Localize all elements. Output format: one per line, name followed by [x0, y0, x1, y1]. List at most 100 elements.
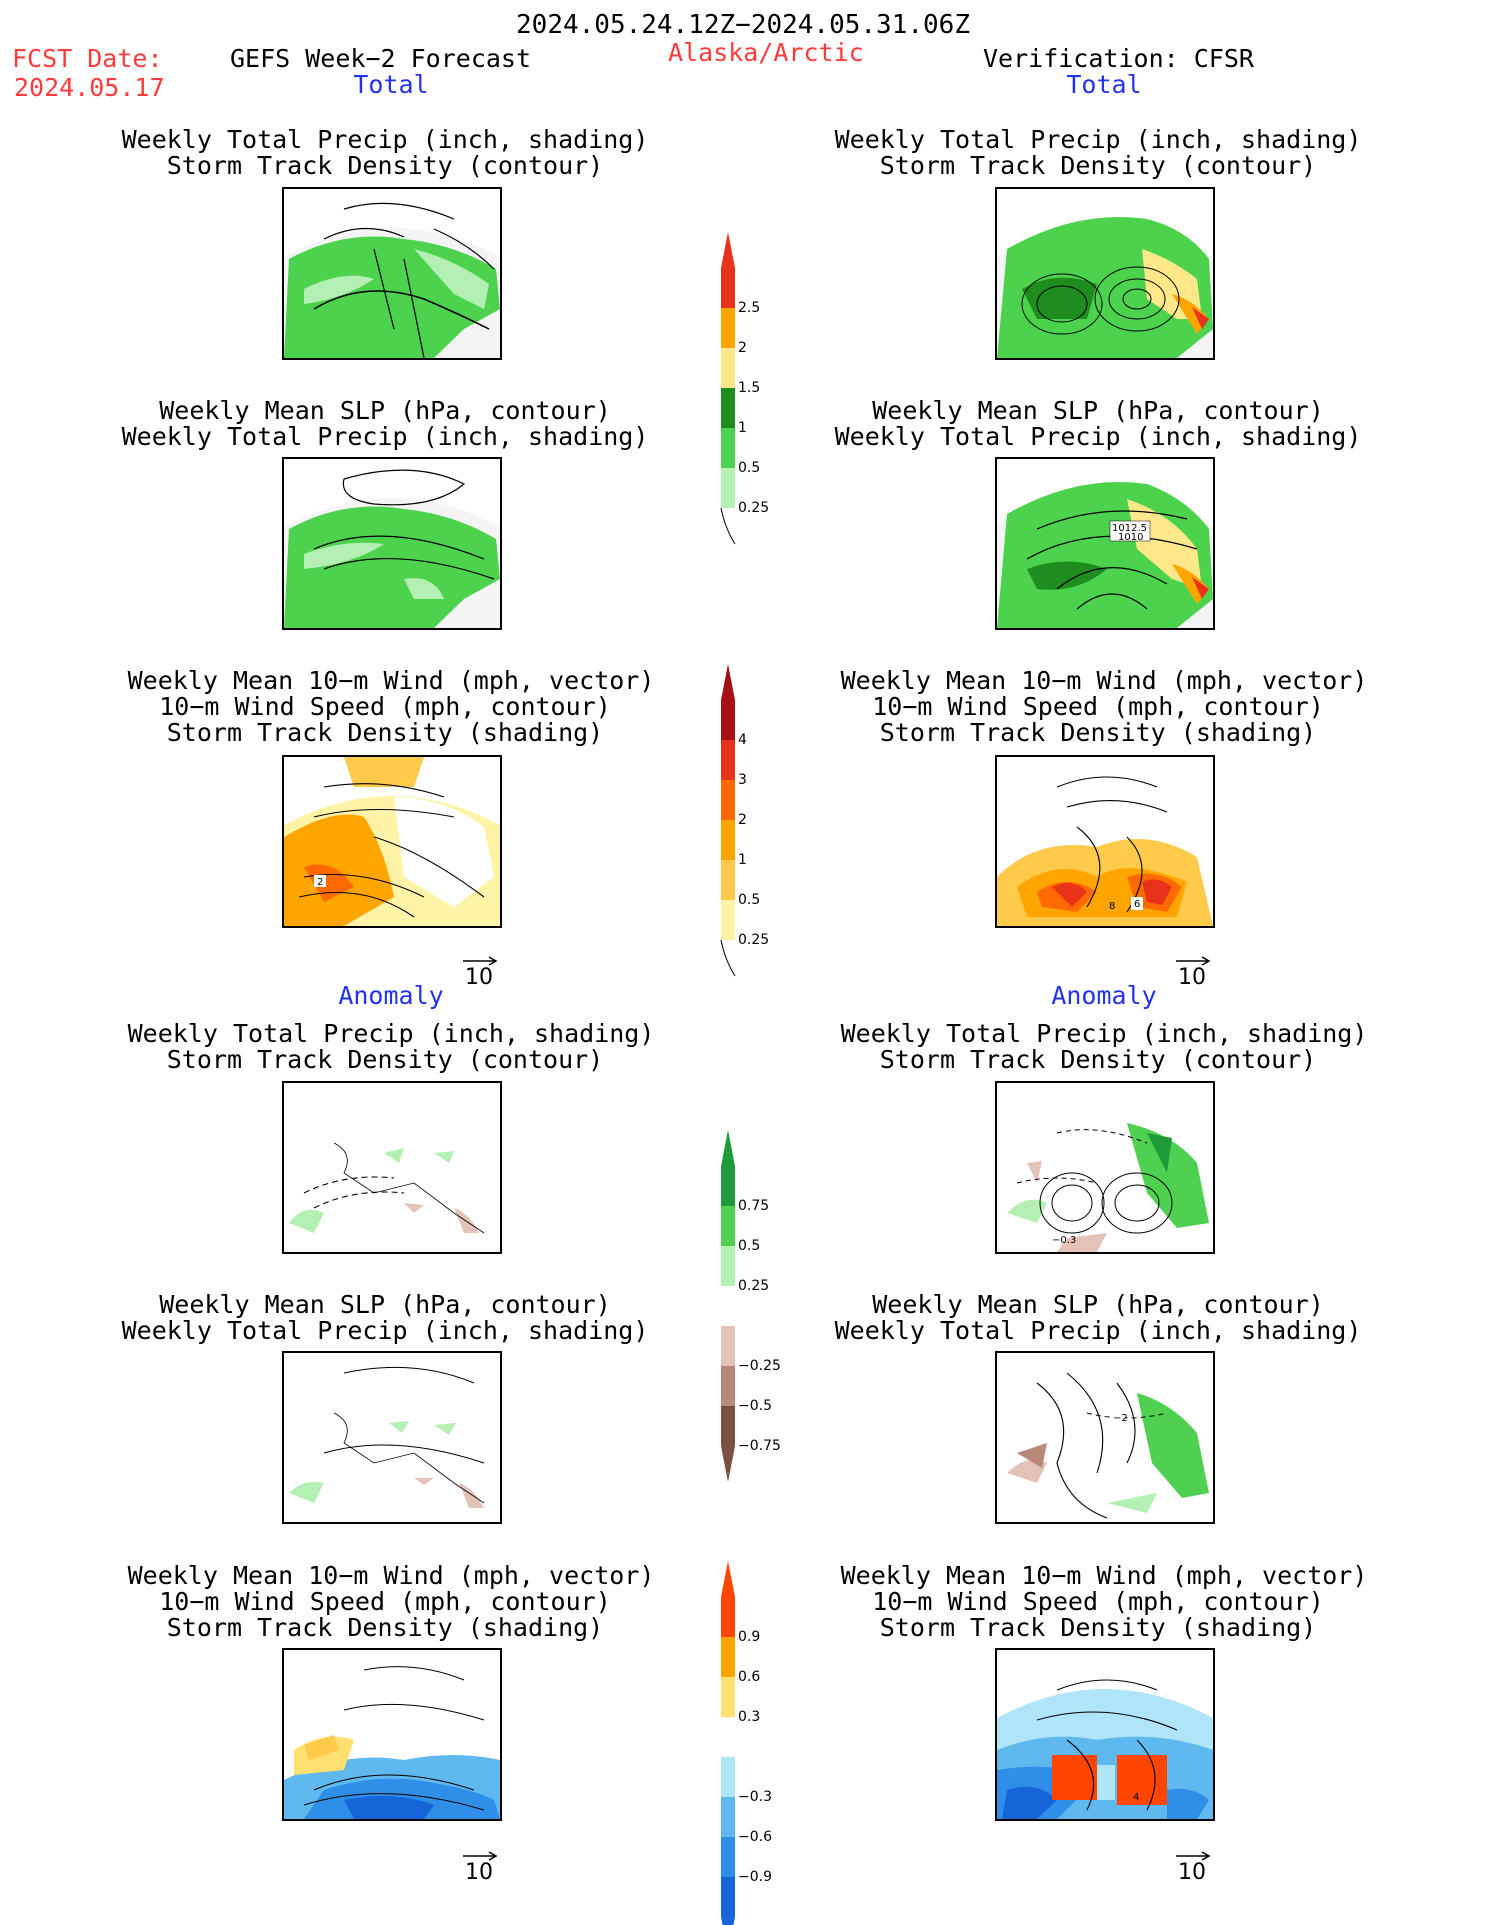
colorbar-segment [721, 468, 735, 508]
section-total-right: Total [1066, 70, 1142, 99]
verification-title: Verification: CFSR [983, 44, 1254, 73]
title-precip-storm-anom-fc-l2: Storm Track Density (contour) [166, 1045, 604, 1074]
map-slp-precip-anomaly-observed: −2 [995, 1351, 1215, 1524]
colorbar-segment [721, 1166, 735, 1206]
vector-ref-label: 10 [465, 1860, 493, 1885]
title-slp-precip-total-obs-l1: Weekly Mean SLP (hPa, contour) [872, 396, 1324, 425]
section-total-left: Total [353, 70, 429, 99]
section-anomaly-right: Anomaly [1051, 981, 1157, 1010]
colorbar-segment [721, 700, 735, 740]
colorbar-segment [721, 1677, 735, 1717]
colorbar-tick-label: 0.25 [738, 932, 770, 948]
colorbar-top-cap [721, 1561, 735, 1597]
title-wind-storm-total-fc-l2: 10−m Wind Speed (mph, contour) [159, 692, 611, 721]
forecast-model-title: GEFS Week−2 Forecast [230, 44, 532, 73]
colorbar-segment [721, 1597, 735, 1637]
title-wind-storm-total-obs-l2: 10−m Wind Speed (mph, contour) [872, 692, 1324, 721]
colorbar-tick-label: 2 [738, 812, 747, 828]
colorbar-segment [721, 780, 735, 820]
colorbar-segment [721, 1246, 735, 1286]
colorbar-segment [721, 1286, 735, 1326]
map-precip-storm-anomaly-forecast [282, 1081, 502, 1254]
map-slp-precip-total-forecast [282, 457, 502, 630]
wind-obs-anom-label: 4 [1133, 1792, 1139, 1803]
colorbar-tick-label: −0.6 [738, 1829, 772, 1845]
title-precip-storm-total-fc-l2: Storm Track Density (contour) [166, 151, 604, 180]
colorbar-segment [721, 1877, 735, 1917]
colorbar-segment [721, 900, 735, 940]
colorbar-segment [721, 348, 735, 388]
arrow-right-icon [463, 1851, 498, 1861]
colorbar-segment [721, 1206, 735, 1246]
colorbar-bottom-tail [720, 507, 736, 545]
colorbar-segment [721, 1406, 735, 1446]
title-wind-storm-anom-fc-l3: Storm Track Density (shading) [166, 1613, 604, 1642]
colorbar-segment [721, 860, 735, 900]
wind-obs-total-label-6: 6 [1134, 899, 1140, 910]
title-slp-precip-total-fc-l1: Weekly Mean SLP (hPa, contour) [159, 396, 611, 425]
colorbar-segment [721, 388, 735, 428]
colorbar-bottom-cap [721, 1917, 735, 1925]
vector-ref-label: 10 [1178, 1860, 1206, 1885]
fcst-date-value: 2024.05.17 [14, 73, 165, 102]
colorbar-tick-label: 1 [738, 420, 747, 436]
vector-ref-total-right: 10 [1176, 955, 1216, 995]
colorbar-bottom-cap [721, 1446, 735, 1482]
colorbar-tick-label: 4 [738, 732, 747, 748]
colorbar-tick-label: 0.5 [738, 1238, 761, 1254]
arrow-right-icon [463, 956, 498, 966]
colorbar-tick-label: 0.25 [738, 500, 770, 516]
title-precip-storm-anom-fc-l1: Weekly Total Precip (inch, shading) [127, 1019, 655, 1048]
colorbar-tick-label: 2 [738, 340, 747, 356]
title-slp-precip-total-fc-l2: Weekly Total Precip (inch, shading) [121, 422, 649, 451]
title-wind-storm-anom-obs-l2: 10−m Wind Speed (mph, contour) [872, 1587, 1324, 1616]
title-precip-storm-total-obs-l2: Storm Track Density (contour) [879, 151, 1317, 180]
colorbar-top-cap [721, 1130, 735, 1166]
vector-ref-total-left: 10 [463, 955, 503, 995]
colorbar-tick-label: −0.25 [738, 1358, 781, 1374]
vector-ref-anomaly-left: 10 [463, 1850, 503, 1890]
wind-obs-total-label-8: 8 [1109, 901, 1115, 912]
colorbar-tick-label: 0.25 [738, 1278, 770, 1294]
date-range-title: 2024.05.24.12Z−2024.05.31.06Z [516, 10, 970, 40]
colorbar-segment [721, 1757, 735, 1797]
colorbar-segment [721, 1797, 735, 1837]
colorbar-segment [721, 740, 735, 780]
title-wind-storm-anom-obs-l1: Weekly Mean 10−m Wind (mph, vector) [840, 1561, 1368, 1590]
colorbar-segment [721, 820, 735, 860]
colorbar-segment [721, 268, 735, 308]
colorbar-tick-label: 0.75 [738, 1198, 770, 1214]
colorbar-tick-label: 0.6 [738, 1669, 761, 1685]
map-wind-storm-total-forecast: 2 [282, 755, 502, 928]
colorbar-tick-label: 0.3 [738, 1709, 761, 1725]
colorbar-tick-label: −0.9 [738, 1869, 772, 1885]
colorbar-tick-label: −0.75 [738, 1438, 781, 1454]
wind-fc-total-label: 2 [317, 877, 323, 888]
colorbar-tick-label: 1.5 [738, 380, 761, 396]
colorbar-top-cap [721, 664, 735, 700]
map-slp-precip-total-observed: 1012.5 1010 [995, 457, 1215, 630]
colorbar-tick-label: 0.5 [738, 892, 761, 908]
title-precip-storm-total-fc-l1: Weekly Total Precip (inch, shading) [121, 125, 649, 154]
region-title: Alaska/Arctic [668, 38, 864, 67]
map-precip-storm-total-forecast [282, 187, 502, 360]
title-wind-storm-total-fc-l3: Storm Track Density (shading) [166, 718, 604, 747]
fcst-date-label: FCST Date: [12, 44, 163, 73]
colorbar-bottom-tail [720, 939, 736, 977]
colorbar-top-cap [721, 232, 735, 268]
map-wind-storm-total-observed: 8 6 [995, 755, 1215, 928]
vector-ref-label: 10 [465, 965, 493, 990]
map-precip-storm-total-observed [995, 187, 1215, 360]
title-precip-storm-total-obs-l1: Weekly Total Precip (inch, shading) [834, 125, 1362, 154]
slp-label-1012: 1012.5 [1112, 523, 1147, 534]
title-slp-precip-anom-fc-l1: Weekly Mean SLP (hPa, contour) [159, 1290, 611, 1319]
colorbar-segment [721, 1366, 735, 1406]
colorbar-tick-label: 3 [738, 772, 747, 788]
map-wind-storm-anomaly-forecast [282, 1648, 502, 1821]
title-wind-storm-total-obs-l1: Weekly Mean 10−m Wind (mph, vector) [840, 666, 1368, 695]
slp-obs-anom-label: −2 [1113, 1413, 1128, 1424]
colorbar-tick-label: 1 [738, 852, 747, 868]
slp-label-1010: 1010 [1118, 532, 1143, 543]
title-precip-storm-anom-obs-l2: Storm Track Density (contour) [879, 1045, 1317, 1074]
title-slp-precip-anom-obs-l1: Weekly Mean SLP (hPa, contour) [872, 1290, 1324, 1319]
